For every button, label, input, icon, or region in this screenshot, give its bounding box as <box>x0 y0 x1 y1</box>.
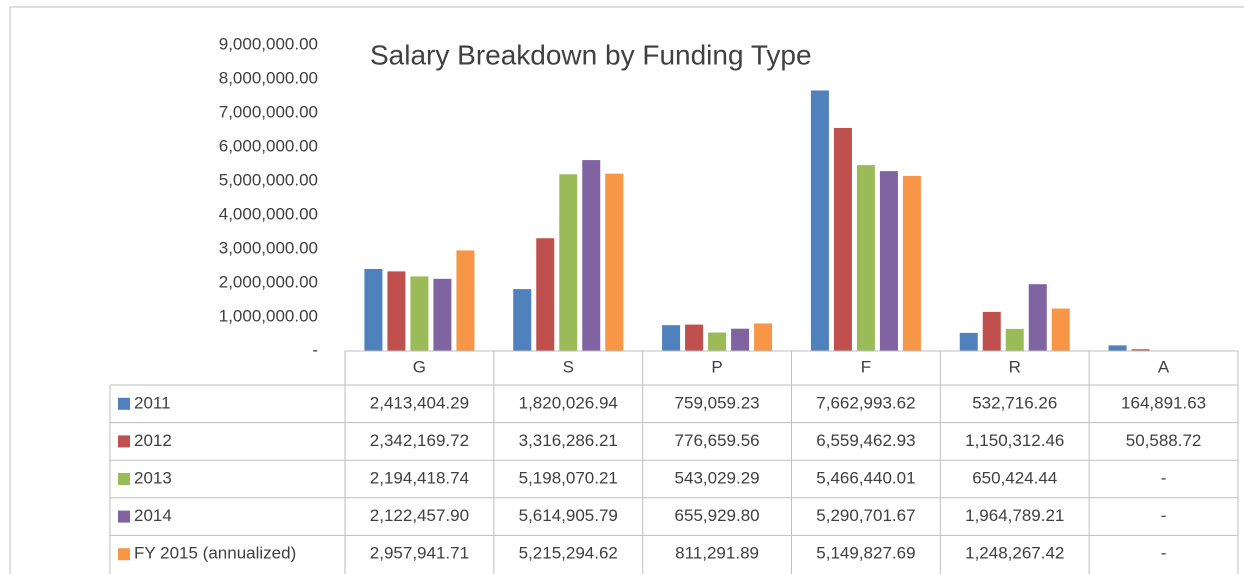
legend-key <box>118 510 130 523</box>
data-table-value: 5,149,827.69 <box>816 544 915 563</box>
data-table-value: 3,316,286.21 <box>519 431 618 450</box>
data-table-value: 2,194,418.74 <box>370 468 469 487</box>
x-tick-label: F <box>861 357 871 376</box>
data-table-value: 655,929.80 <box>675 506 760 525</box>
bar <box>810 90 829 351</box>
legend-key <box>118 473 130 485</box>
data-table-value: 50,588.72 <box>1126 431 1202 450</box>
bar <box>1108 345 1127 351</box>
y-tick-label: 2,000,000.00 <box>219 272 318 291</box>
data-table-value: 5,614,905.79 <box>519 506 618 525</box>
bar <box>536 238 555 351</box>
y-tick-label: 1,000,000.00 <box>219 306 318 325</box>
data-table-value: 1,964,789.21 <box>965 506 1064 525</box>
legend-label: 2013 <box>134 468 172 487</box>
bar <box>605 173 624 351</box>
bar <box>982 311 1001 351</box>
bar <box>1051 308 1070 351</box>
legend-label: 2012 <box>134 431 172 450</box>
bar <box>513 289 532 351</box>
y-tick-label: 5,000,000.00 <box>219 170 318 189</box>
data-table-value: 6,559,462.93 <box>816 431 915 450</box>
legend-key <box>118 435 130 448</box>
bar <box>364 268 383 351</box>
chart-title: Salary Breakdown by Funding Type <box>370 39 812 70</box>
data-table-value: 532,716.26 <box>972 393 1057 412</box>
x-tick-label: S <box>563 357 574 376</box>
data-table-value: 2,957,941.71 <box>370 544 469 563</box>
data-table-value: 759,059.23 <box>675 393 760 412</box>
bar <box>902 175 921 351</box>
legend-key <box>118 397 130 410</box>
bar <box>1028 284 1047 351</box>
bar <box>856 165 875 351</box>
bar <box>833 127 852 351</box>
data-table-value: 1,820,026.94 <box>519 393 618 412</box>
data-table-value: 776,659.56 <box>675 431 760 450</box>
data-table-value: 5,466,440.01 <box>816 468 915 487</box>
x-tick-label: A <box>1158 357 1170 376</box>
y-tick-label: 9,000,000.00 <box>219 34 318 53</box>
y-tick-label: 7,000,000.00 <box>219 102 318 121</box>
data-table-value: 164,891.63 <box>1121 393 1206 412</box>
bar <box>456 250 475 351</box>
data-table-value: 1,150,312.46 <box>965 431 1064 450</box>
bar <box>1131 349 1150 351</box>
data-table-value: 2,413,404.29 <box>370 393 469 412</box>
bar <box>410 276 429 351</box>
bar <box>582 160 601 351</box>
data-table-value: - <box>1161 468 1167 487</box>
data-table-value: 5,290,701.67 <box>816 506 915 525</box>
x-tick-label: P <box>711 357 722 376</box>
bar <box>879 171 898 351</box>
legend-label: 2011 <box>134 393 171 412</box>
legend-key <box>118 548 130 561</box>
bar <box>731 328 750 351</box>
x-tick-label: R <box>1009 357 1021 376</box>
bar <box>754 323 773 351</box>
bar <box>708 332 727 351</box>
data-table-value: 650,424.44 <box>972 468 1057 487</box>
data-table-value: 7,662,993.62 <box>816 393 915 412</box>
legend-label: 2014 <box>134 506 172 525</box>
data-table-value: 2,122,457.90 <box>370 506 469 525</box>
data-table-value: - <box>1161 506 1167 525</box>
bar <box>959 332 978 351</box>
data-table-value: 5,198,070.21 <box>519 468 618 487</box>
y-tick-label: 6,000,000.00 <box>219 136 318 155</box>
data-table-value: 811,291.89 <box>675 544 759 563</box>
y-tick-label: 4,000,000.00 <box>219 204 318 223</box>
bar <box>559 174 578 351</box>
y-tick-label: - <box>312 340 318 359</box>
data-table-value: 1,248,267.42 <box>965 544 1064 563</box>
bar <box>662 325 681 351</box>
x-tick-label: G <box>413 357 426 376</box>
data-table-value: - <box>1161 544 1167 563</box>
y-tick-label: 3,000,000.00 <box>219 238 318 257</box>
bar <box>685 324 704 351</box>
data-table-value: 5,215,294.62 <box>519 544 618 563</box>
legend-label: FY 2015 (annualized) <box>134 544 296 563</box>
bar <box>387 271 406 351</box>
bar <box>1005 328 1024 351</box>
bar <box>433 278 452 351</box>
y-tick-label: 8,000,000.00 <box>219 68 318 87</box>
data-table-value: 543,029.29 <box>675 468 760 487</box>
data-table-value: 2,342,169.72 <box>370 431 469 450</box>
